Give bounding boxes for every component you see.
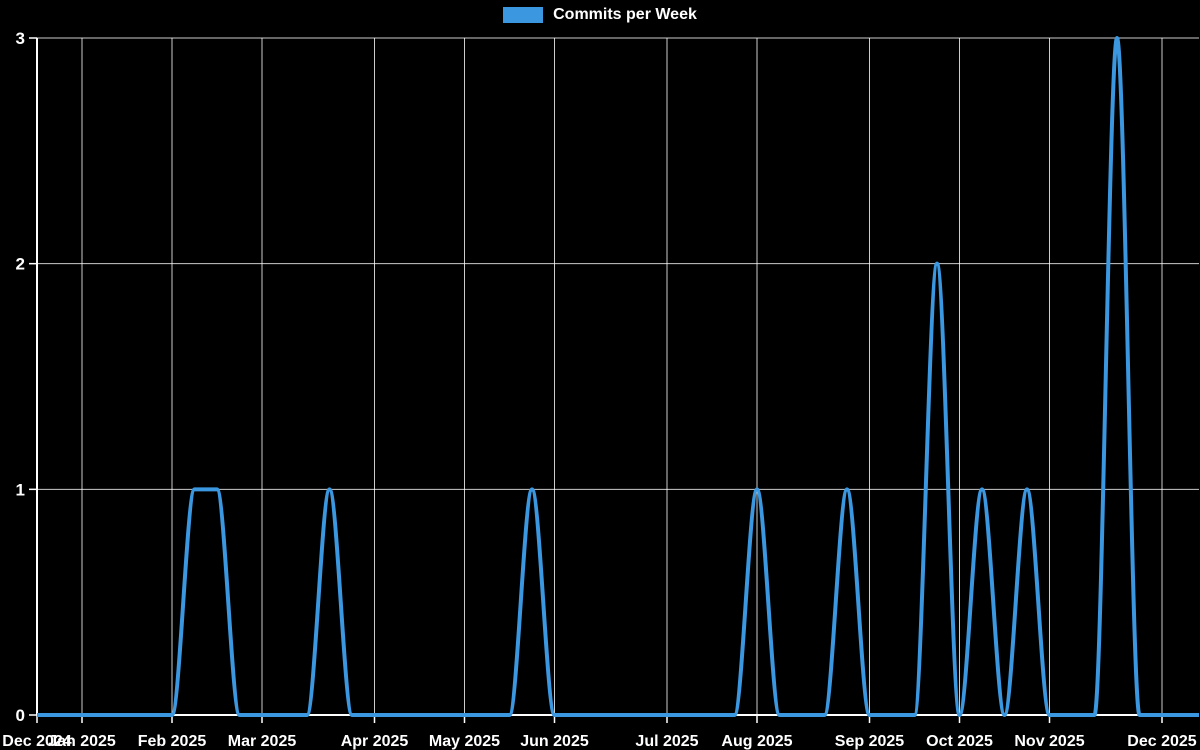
x-axis-tick-label: Aug 2025 xyxy=(721,733,792,750)
x-axis-tick-label: Apr 2025 xyxy=(341,733,409,750)
x-axis-tick-label: Jul 2025 xyxy=(635,733,698,750)
x-axis-tick-label: May 2025 xyxy=(429,733,500,750)
x-axis-tick-label: Feb 2025 xyxy=(138,733,207,750)
x-axis-tick-label: Oct 2025 xyxy=(926,733,993,750)
legend-label: Commits per Week xyxy=(553,6,697,23)
x-axis-tick-label: Dec 2025 xyxy=(1127,733,1196,750)
y-axis-tick-label: 3 xyxy=(16,29,25,48)
y-axis-tick-label: 0 xyxy=(16,706,25,725)
x-axis-tick-label: Jan 2025 xyxy=(48,733,116,750)
y-axis-tick-label: 1 xyxy=(16,480,25,499)
x-axis-tick-label: Mar 2025 xyxy=(228,733,297,750)
y-axis-tick-label: 2 xyxy=(16,255,25,274)
x-axis-tick-label: Sep 2025 xyxy=(835,733,904,750)
chart-legend[interactable]: Commits per Week xyxy=(0,7,1200,23)
x-axis-tick-label: Dec 2024 xyxy=(2,733,71,750)
x-axis-tick-label: Jun 2025 xyxy=(520,733,589,750)
legend-swatch xyxy=(503,7,544,23)
x-axis-tick-label: Nov 2025 xyxy=(1014,733,1084,750)
commits-line-series xyxy=(37,36,1199,717)
